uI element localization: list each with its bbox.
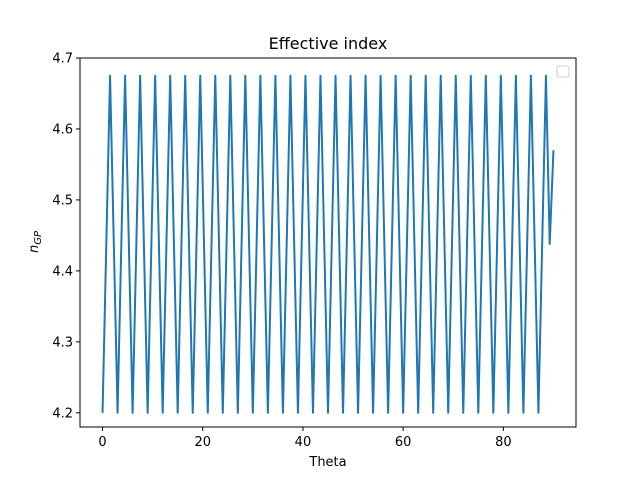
x-tick-label: 20 <box>194 435 211 450</box>
y-axis-label-base: n <box>27 245 42 253</box>
y-tick-label: 4.3 <box>52 335 73 350</box>
x-tick-label: 40 <box>295 435 312 450</box>
y-axis-label: nGP <box>27 230 44 253</box>
x-tick-label: 0 <box>98 435 106 450</box>
x-tick-label: 60 <box>395 435 412 450</box>
y-axis-ticks: 4.2 4.3 4.4 4.5 4.6 4.7 <box>52 52 80 421</box>
legend-box <box>556 65 570 78</box>
y-tick-label: 4.2 <box>52 406 73 421</box>
axes-frame <box>79 57 577 428</box>
series-layer <box>101 74 555 414</box>
y-tick-label: 4.7 <box>52 52 73 67</box>
x-tick-label: 80 <box>495 435 512 450</box>
y-tick-label: 4.4 <box>52 264 73 279</box>
plot-area: 0 20 40 60 80 4.2 4.3 4.4 4.5 4.6 4.7 <box>52 52 577 450</box>
chart-title: Effective index <box>269 34 388 53</box>
x-axis-ticks: 0 20 40 60 80 <box>98 427 512 450</box>
series-line-0 <box>101 74 555 414</box>
x-axis-label: Theta <box>308 455 346 470</box>
y-tick-label: 4.5 <box>52 193 73 208</box>
y-axis-label-subscript: GP <box>33 230 44 245</box>
y-tick-label: 4.6 <box>52 122 73 137</box>
